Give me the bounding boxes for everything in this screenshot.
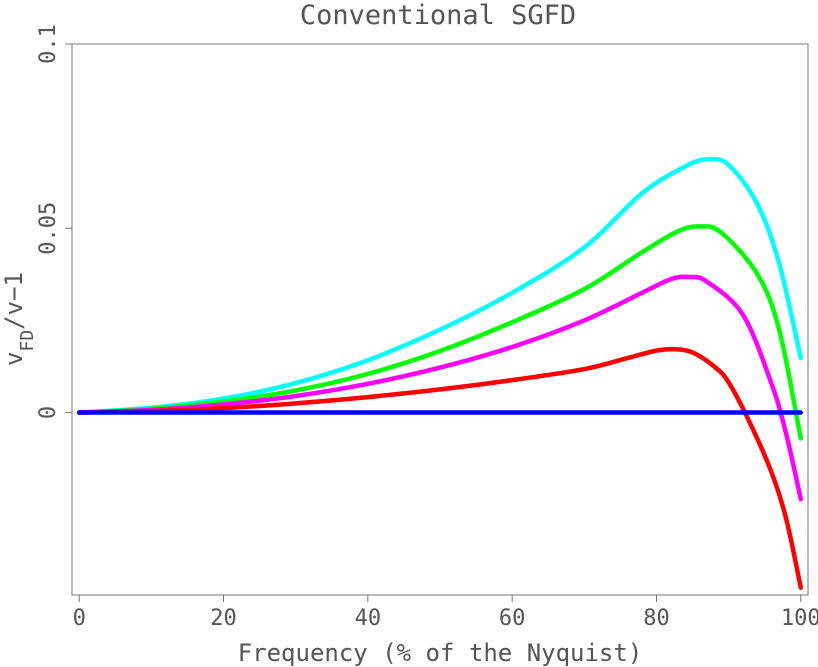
y-axis-ticks: 0 0.05 0.1 — [36, 24, 72, 419]
x-axis-label: Frequency (% of the Nyquist) — [238, 639, 643, 667]
series-line-3 — [76, 274, 804, 502]
y-axis-label: vFD/v−1 — [0, 272, 38, 366]
y-axis-label-rest: /v−1 — [0, 272, 28, 330]
plot-frame — [71, 43, 809, 596]
x-tick-label: 0 — [73, 606, 86, 631]
x-tick-label: 60 — [499, 606, 526, 631]
x-tick-label: 100 — [781, 606, 818, 631]
x-tick-label: 80 — [643, 606, 670, 631]
plot-area — [71, 43, 809, 596]
y-tick-label: 0 — [36, 406, 61, 419]
series-line-2 — [76, 224, 804, 441]
x-tick-label: 40 — [355, 606, 382, 631]
x-axis-ticks: 0 20 40 60 80 100 — [73, 595, 818, 631]
chart-title: Conventional SGFD — [300, 0, 576, 31]
series-line-4 — [76, 346, 804, 590]
x-tick-label: 20 — [210, 606, 237, 631]
y-axis-label-main: v — [0, 352, 28, 366]
series-line-1 — [76, 156, 804, 415]
y-axis-label-sub: FD — [17, 330, 38, 352]
series-layer — [76, 156, 804, 590]
y-tick-label: 0.1 — [36, 24, 61, 64]
y-tick-label: 0.05 — [36, 202, 61, 255]
